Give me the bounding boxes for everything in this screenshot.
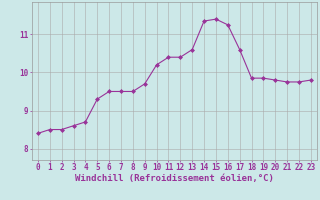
X-axis label: Windchill (Refroidissement éolien,°C): Windchill (Refroidissement éolien,°C): [75, 174, 274, 183]
